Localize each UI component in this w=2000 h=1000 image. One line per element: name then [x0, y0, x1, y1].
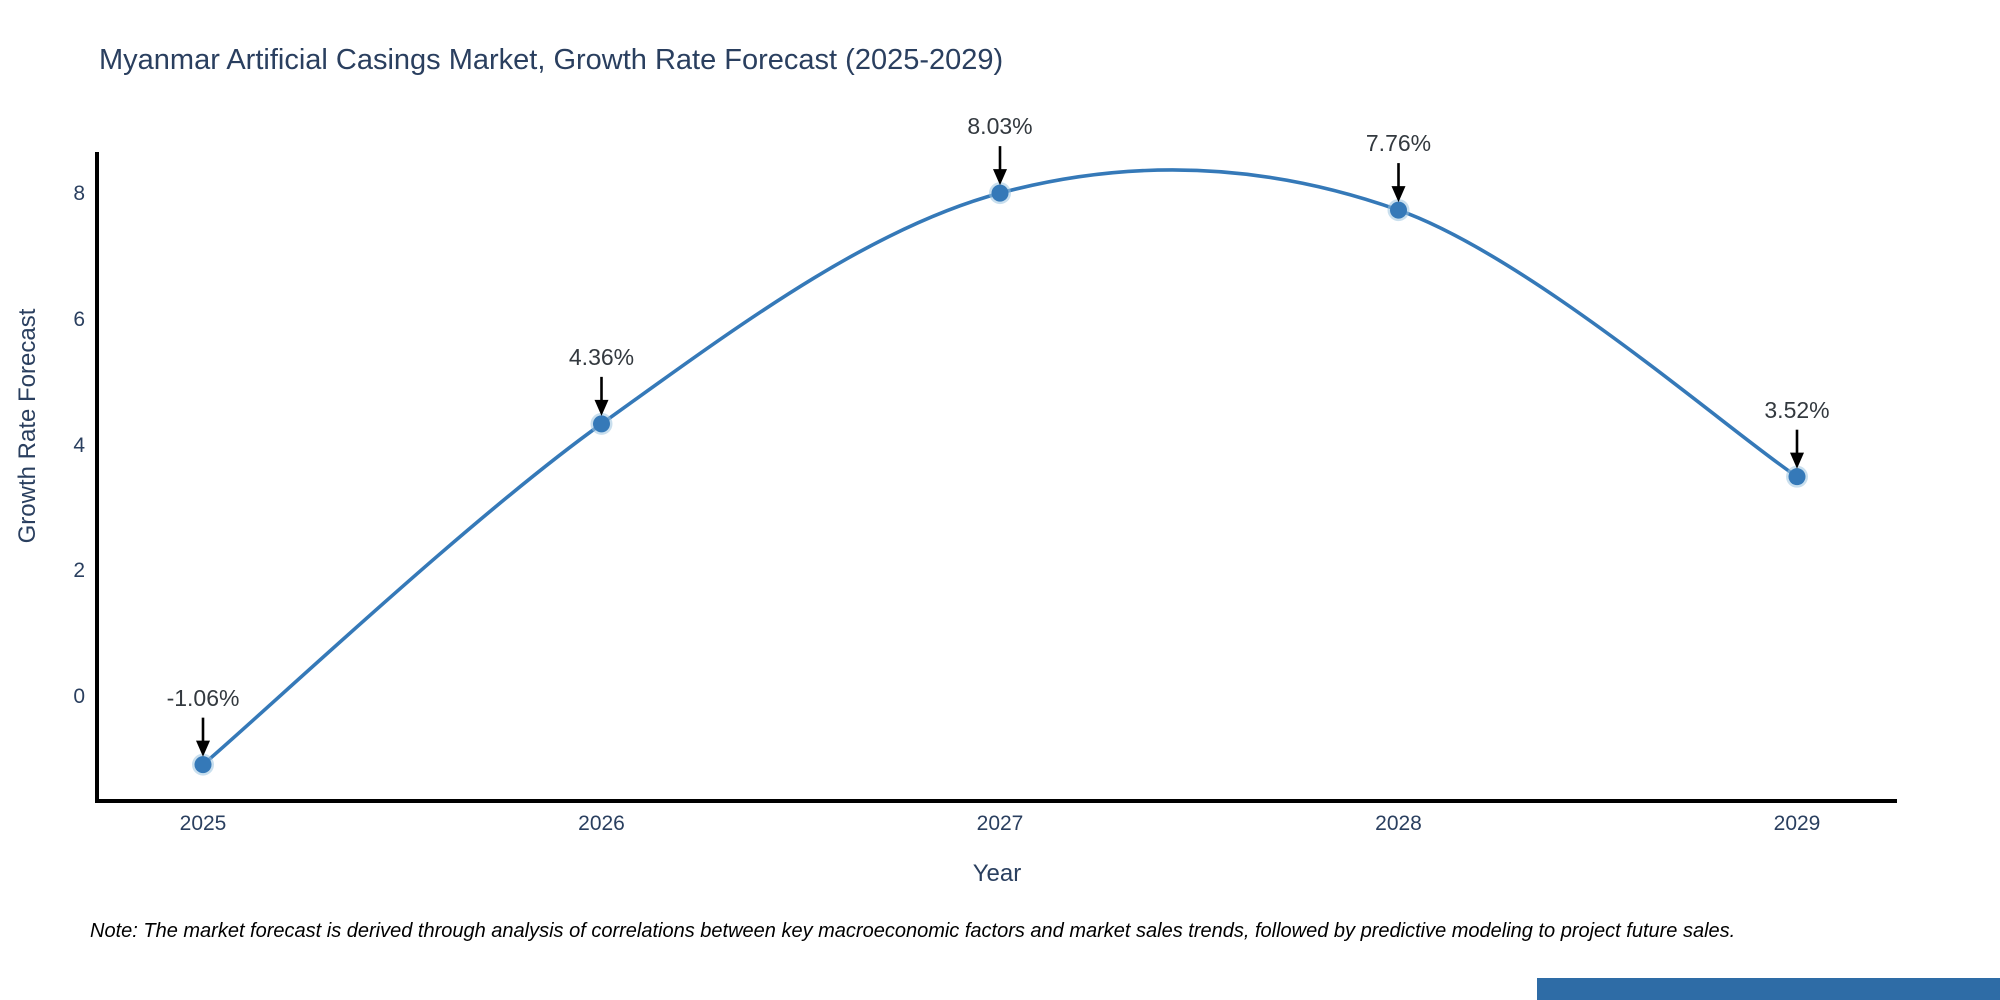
data-point: [1788, 468, 1806, 486]
y-axis-title: Growth Rate Forecast: [14, 308, 41, 544]
x-tick-label: 2027: [976, 812, 1024, 835]
data-point: [593, 415, 610, 433]
x-tick-label: 2028: [1375, 812, 1422, 835]
footer-accent-bar: [1537, 978, 2000, 1000]
annotation-arrow-head: [1790, 452, 1804, 469]
annotation-arrow-head: [1391, 186, 1406, 203]
annotation-arrow-head: [594, 399, 609, 416]
forecast-line: [201, 168, 1799, 767]
x-axis-title: Year: [972, 860, 1022, 887]
chart-title: Myanmar Artificial Casings Market, Growt…: [99, 44, 1004, 76]
point-value-label: 4.36%: [568, 343, 635, 370]
data-point: [991, 184, 1009, 202]
point-value-label: 8.03%: [967, 113, 1033, 140]
annotation-arrow-head: [993, 169, 1007, 186]
y-tick-label: 0: [73, 685, 85, 708]
x-tick-label: 2026: [578, 812, 625, 835]
point-value-label: 3.52%: [1764, 396, 1830, 423]
y-tick-label: 8: [73, 182, 85, 205]
data-point: [1390, 201, 1407, 219]
point-value-label: -1.06%: [166, 684, 240, 711]
x-tick-label: 2025: [179, 812, 227, 835]
footnote: Note: The market forecast is derived thr…: [90, 920, 1736, 942]
y-tick-label: 2: [73, 559, 85, 583]
x-tick-label: 2029: [1773, 812, 1821, 835]
y-tick-label: 6: [73, 307, 85, 331]
annotation-arrow-head: [196, 740, 210, 757]
data-point: [194, 756, 212, 774]
point-value-label: 7.76%: [1365, 130, 1432, 157]
y-tick-label: 4: [73, 433, 85, 457]
